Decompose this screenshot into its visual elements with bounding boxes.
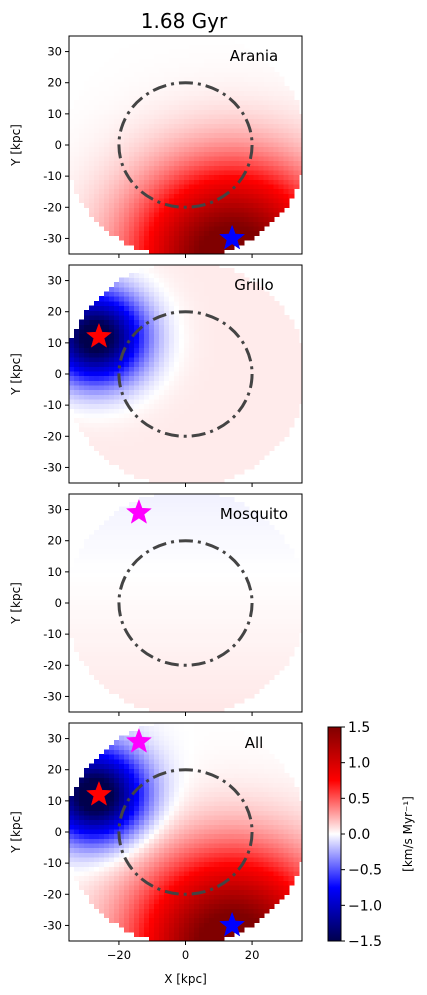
x-tick-label: 0	[182, 948, 189, 962]
panel-grillo: Grillo -30 -20 -10 0 10 20 30 Y [kpc]	[9, 264, 303, 487]
y-tick-label: 30	[47, 503, 62, 517]
y-tick-label: 30	[47, 732, 62, 746]
y-tick-label: 30	[47, 45, 62, 59]
panel-label: Mosquito	[220, 505, 288, 523]
colorbar-tick-label: 0.5	[348, 791, 370, 807]
y-tick-label: 10	[47, 336, 62, 350]
y-axis-label: Y [kpc]	[9, 811, 23, 854]
reference-circle	[117, 81, 254, 209]
y-axis-label: Y [kpc]	[9, 353, 23, 396]
reference-circle	[117, 539, 254, 667]
heatmap	[69, 265, 302, 483]
panel-all: All -30 -20 -10 0 10 20 30 −20 0 20 Y [kpc]	[9, 722, 303, 962]
panels: Arania -30 -20 -10 0 10 20 30 Y [kpc] Grillo -30 -2…	[9, 35, 303, 986]
y-tick-label: -30	[43, 689, 62, 703]
y-tick-label: 0	[55, 825, 62, 839]
y-tick-label: 30	[47, 274, 62, 288]
y-tick-label: -10	[43, 169, 62, 183]
panel-mosquito: Mosquito -30 -20 -10 0 10 20 30 Y [kpc]	[9, 493, 303, 716]
y-tick-label: 0	[55, 596, 62, 610]
panel-label: Arania	[230, 47, 279, 65]
colorbar-tick-label: −0.5	[348, 863, 382, 879]
star-marker-0	[85, 322, 112, 348]
y-tick-label: -20	[43, 658, 62, 672]
y-tick-label: -20	[43, 200, 62, 214]
colorbar-gradient	[327, 726, 342, 942]
y-tick-label: 10	[47, 107, 62, 121]
star-marker-0	[125, 498, 152, 524]
colorbar-tick-label: 1.5	[348, 720, 370, 736]
reference-circle	[117, 768, 254, 896]
colorbar-label: [km/s Myr⁻¹]	[401, 796, 415, 872]
y-tick-label: -30	[43, 460, 62, 474]
y-tick-label: -10	[43, 856, 62, 870]
x-tick-label: −20	[107, 948, 131, 962]
y-tick-label: 20	[47, 76, 62, 90]
y-tick-label: -30	[43, 231, 62, 245]
y-axis-label: Y [kpc]	[9, 582, 23, 625]
y-tick-label: 10	[47, 794, 62, 808]
y-axis-label: Y [kpc]	[9, 124, 23, 167]
y-tick-label: 20	[47, 763, 62, 777]
figure-title: 1.68 Gyr	[141, 9, 228, 33]
y-tick-label: -10	[43, 398, 62, 412]
colorbar-tick-label: −1.5	[348, 934, 382, 950]
reference-circle	[117, 310, 254, 438]
y-tick-label: -30	[43, 918, 62, 932]
y-tick-label: 0	[55, 138, 62, 152]
panel-label: All	[245, 734, 264, 752]
heatmap	[69, 494, 302, 712]
x-tick-label: 20	[245, 948, 260, 962]
colorbar-tick-label: −1.0	[348, 898, 382, 914]
y-tick-label: 0	[55, 367, 62, 381]
y-tick-label: -20	[43, 429, 62, 443]
colorbar: −1.5 −1.0 −0.5 0.0 0.5 1.0 1.5 [km/s Myr⁻¹]	[327, 720, 415, 950]
star-marker-2	[125, 727, 152, 753]
y-tick-label: -10	[43, 627, 62, 641]
colorbar-tick-label: 0.0	[348, 827, 370, 843]
colorbar-tick-label: 1.0	[348, 756, 370, 772]
panel-label: Grillo	[234, 276, 273, 294]
star-marker-0	[219, 911, 246, 937]
star-marker-0	[219, 224, 246, 250]
star-marker-1	[85, 780, 112, 806]
panel-arania: Arania -30 -20 -10 0 10 20 30 Y [kpc]	[9, 35, 303, 258]
y-tick-label: 20	[47, 534, 62, 548]
y-tick-label: -20	[43, 887, 62, 901]
heatmap	[69, 36, 302, 254]
x-axis-label: X [kpc]	[164, 972, 207, 986]
y-tick-label: 20	[47, 305, 62, 319]
y-tick-label: 10	[47, 565, 62, 579]
heatmap	[69, 723, 302, 941]
